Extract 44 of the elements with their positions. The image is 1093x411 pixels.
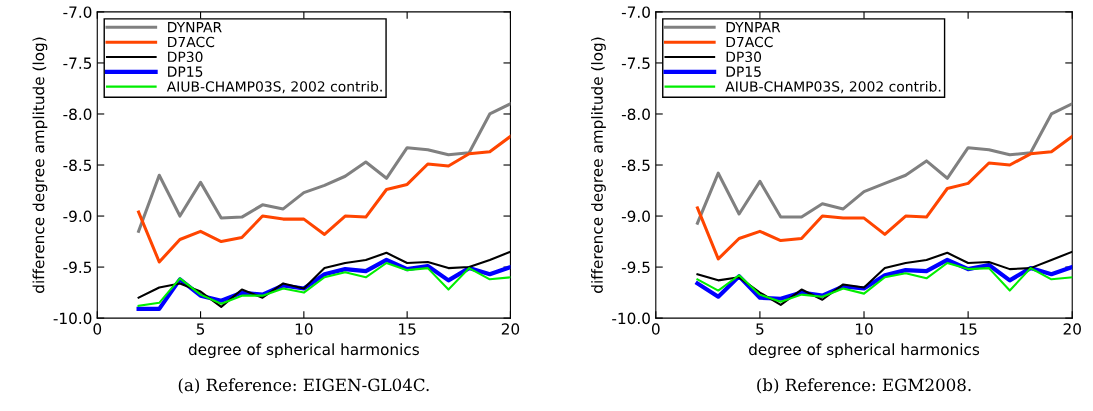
x-tick-label: 10 <box>855 323 873 335</box>
legend-label: D7ACC <box>168 36 215 48</box>
y-tick-label: -10.0 <box>53 312 92 325</box>
legend-label: AIUB-CHAMP03S, 2002 contrib. <box>725 80 941 94</box>
x-axis-title: degree of spherical harmonics <box>749 343 980 359</box>
y-tick-label: -7.0 <box>63 6 92 18</box>
legend-label: DP30 <box>168 51 203 63</box>
legend-label: D7ACC <box>726 36 773 48</box>
y-tick-label: -7.0 <box>621 6 650 18</box>
x-tick-label: 15 <box>960 323 977 335</box>
text: (b) Reference: EGM2008. <box>757 378 971 394</box>
legend-label: DP15 <box>168 66 203 77</box>
y-tick-label: -7.5 <box>621 57 650 69</box>
legend-label: AIUB-CHAMP03S, 2002 contrib. <box>166 80 382 94</box>
y-tick-label: -8.0 <box>621 108 650 121</box>
y-tick-label: -8.5 <box>621 159 650 172</box>
x-tick-label: 20 <box>501 323 520 335</box>
line-series <box>695 134 1073 261</box>
x-tick-label: 0 <box>93 323 102 335</box>
y-tick-label: -8.0 <box>63 108 92 121</box>
x-tick-label: 5 <box>756 323 764 335</box>
x-tick-label: 0 <box>651 323 660 335</box>
legend-label: DP30 <box>726 51 762 63</box>
x-tick-label: 5 <box>196 323 205 335</box>
legend-label: DYNPAR <box>168 22 222 33</box>
y-tick-label: -8.5 <box>63 159 92 172</box>
y-tick-label: -9.0 <box>621 210 650 223</box>
y-tick-label: -7.5 <box>63 57 92 69</box>
y-tick-label: -9.5 <box>63 261 92 274</box>
line-series <box>137 102 511 233</box>
y-axis-title: difference degree amplitude (log) <box>32 37 48 293</box>
x-tick-label: 15 <box>399 323 416 335</box>
y-axis-title: difference degree amplitude (log) <box>591 37 606 293</box>
line-series <box>695 102 1073 225</box>
legend-label: DP15 <box>726 66 761 77</box>
y-tick-label: -9.0 <box>63 210 92 223</box>
x-axis-title: degree of spherical harmonics <box>188 343 419 359</box>
y-tick-label: -9.5 <box>621 261 650 274</box>
y-tick-label: -10.0 <box>612 312 650 325</box>
line-series <box>137 134 511 264</box>
x-tick-label: 10 <box>295 323 313 335</box>
text: (a) Reference: EIGEN-GL04C. <box>178 378 429 394</box>
x-tick-label: 20 <box>1063 323 1081 335</box>
legend-label: DYNPAR <box>726 22 781 33</box>
